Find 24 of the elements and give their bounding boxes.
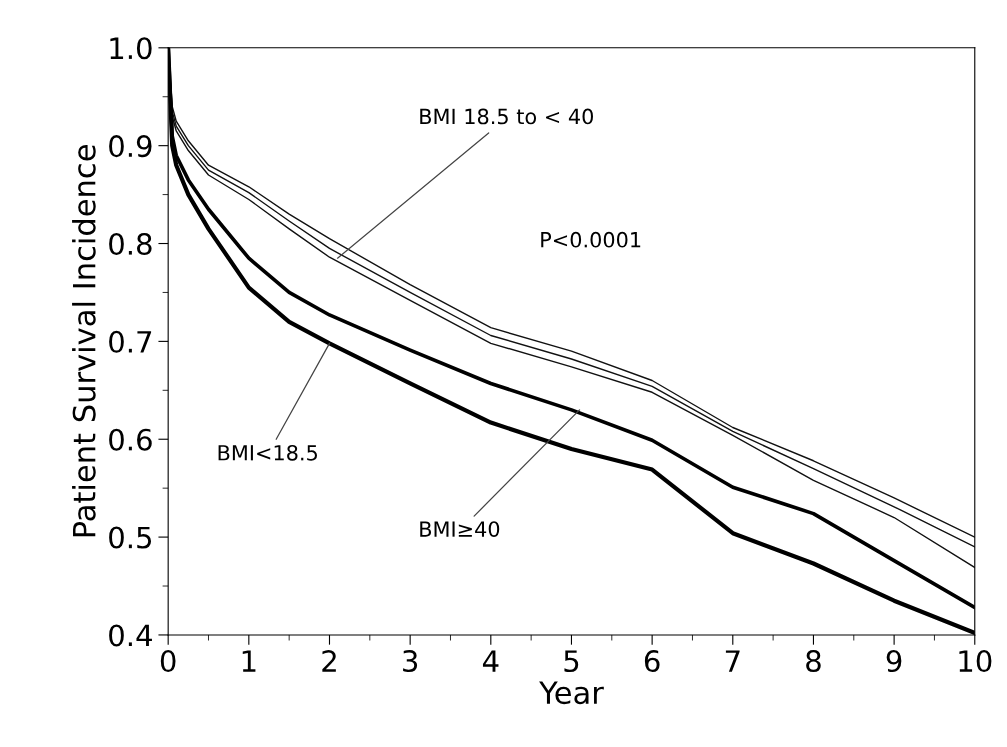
x-tick-label: 0 xyxy=(160,650,176,673)
x-tick-label: 7 xyxy=(725,650,740,672)
annotation: BMI<18.5 xyxy=(218,444,317,461)
y-tick-label: 0.4 xyxy=(109,624,152,647)
x-tick-label: 3 xyxy=(403,650,418,673)
y-axis-title: Patient Survival Incidence xyxy=(72,145,96,537)
x-tick-label: 8 xyxy=(806,650,821,673)
y-tick-label: 1.0 xyxy=(110,37,152,60)
y-tick-label: 0.5 xyxy=(109,526,152,549)
annotation: BMI≥40 xyxy=(420,521,500,537)
x-tick-label: 6 xyxy=(644,650,660,673)
x-tick-label: 5 xyxy=(564,650,579,673)
x-tick-label: 2 xyxy=(322,650,336,672)
x-axis-title: Year xyxy=(539,681,604,705)
x-tick-label: 9 xyxy=(886,650,902,673)
x-tick-label: 1 xyxy=(242,650,256,672)
annotation: P<0.0001 xyxy=(541,231,641,248)
x-tick-label: 4 xyxy=(482,650,499,672)
y-tick-label: 0.6 xyxy=(109,428,152,451)
y-tick-label: 0.8 xyxy=(109,232,152,256)
annotation: BMI 18.5 to < 40 xyxy=(420,108,593,125)
y-tick-label: 0.9 xyxy=(109,135,152,158)
y-tick-label: 0.7 xyxy=(109,330,152,353)
x-tick-label: 10 xyxy=(959,650,992,673)
